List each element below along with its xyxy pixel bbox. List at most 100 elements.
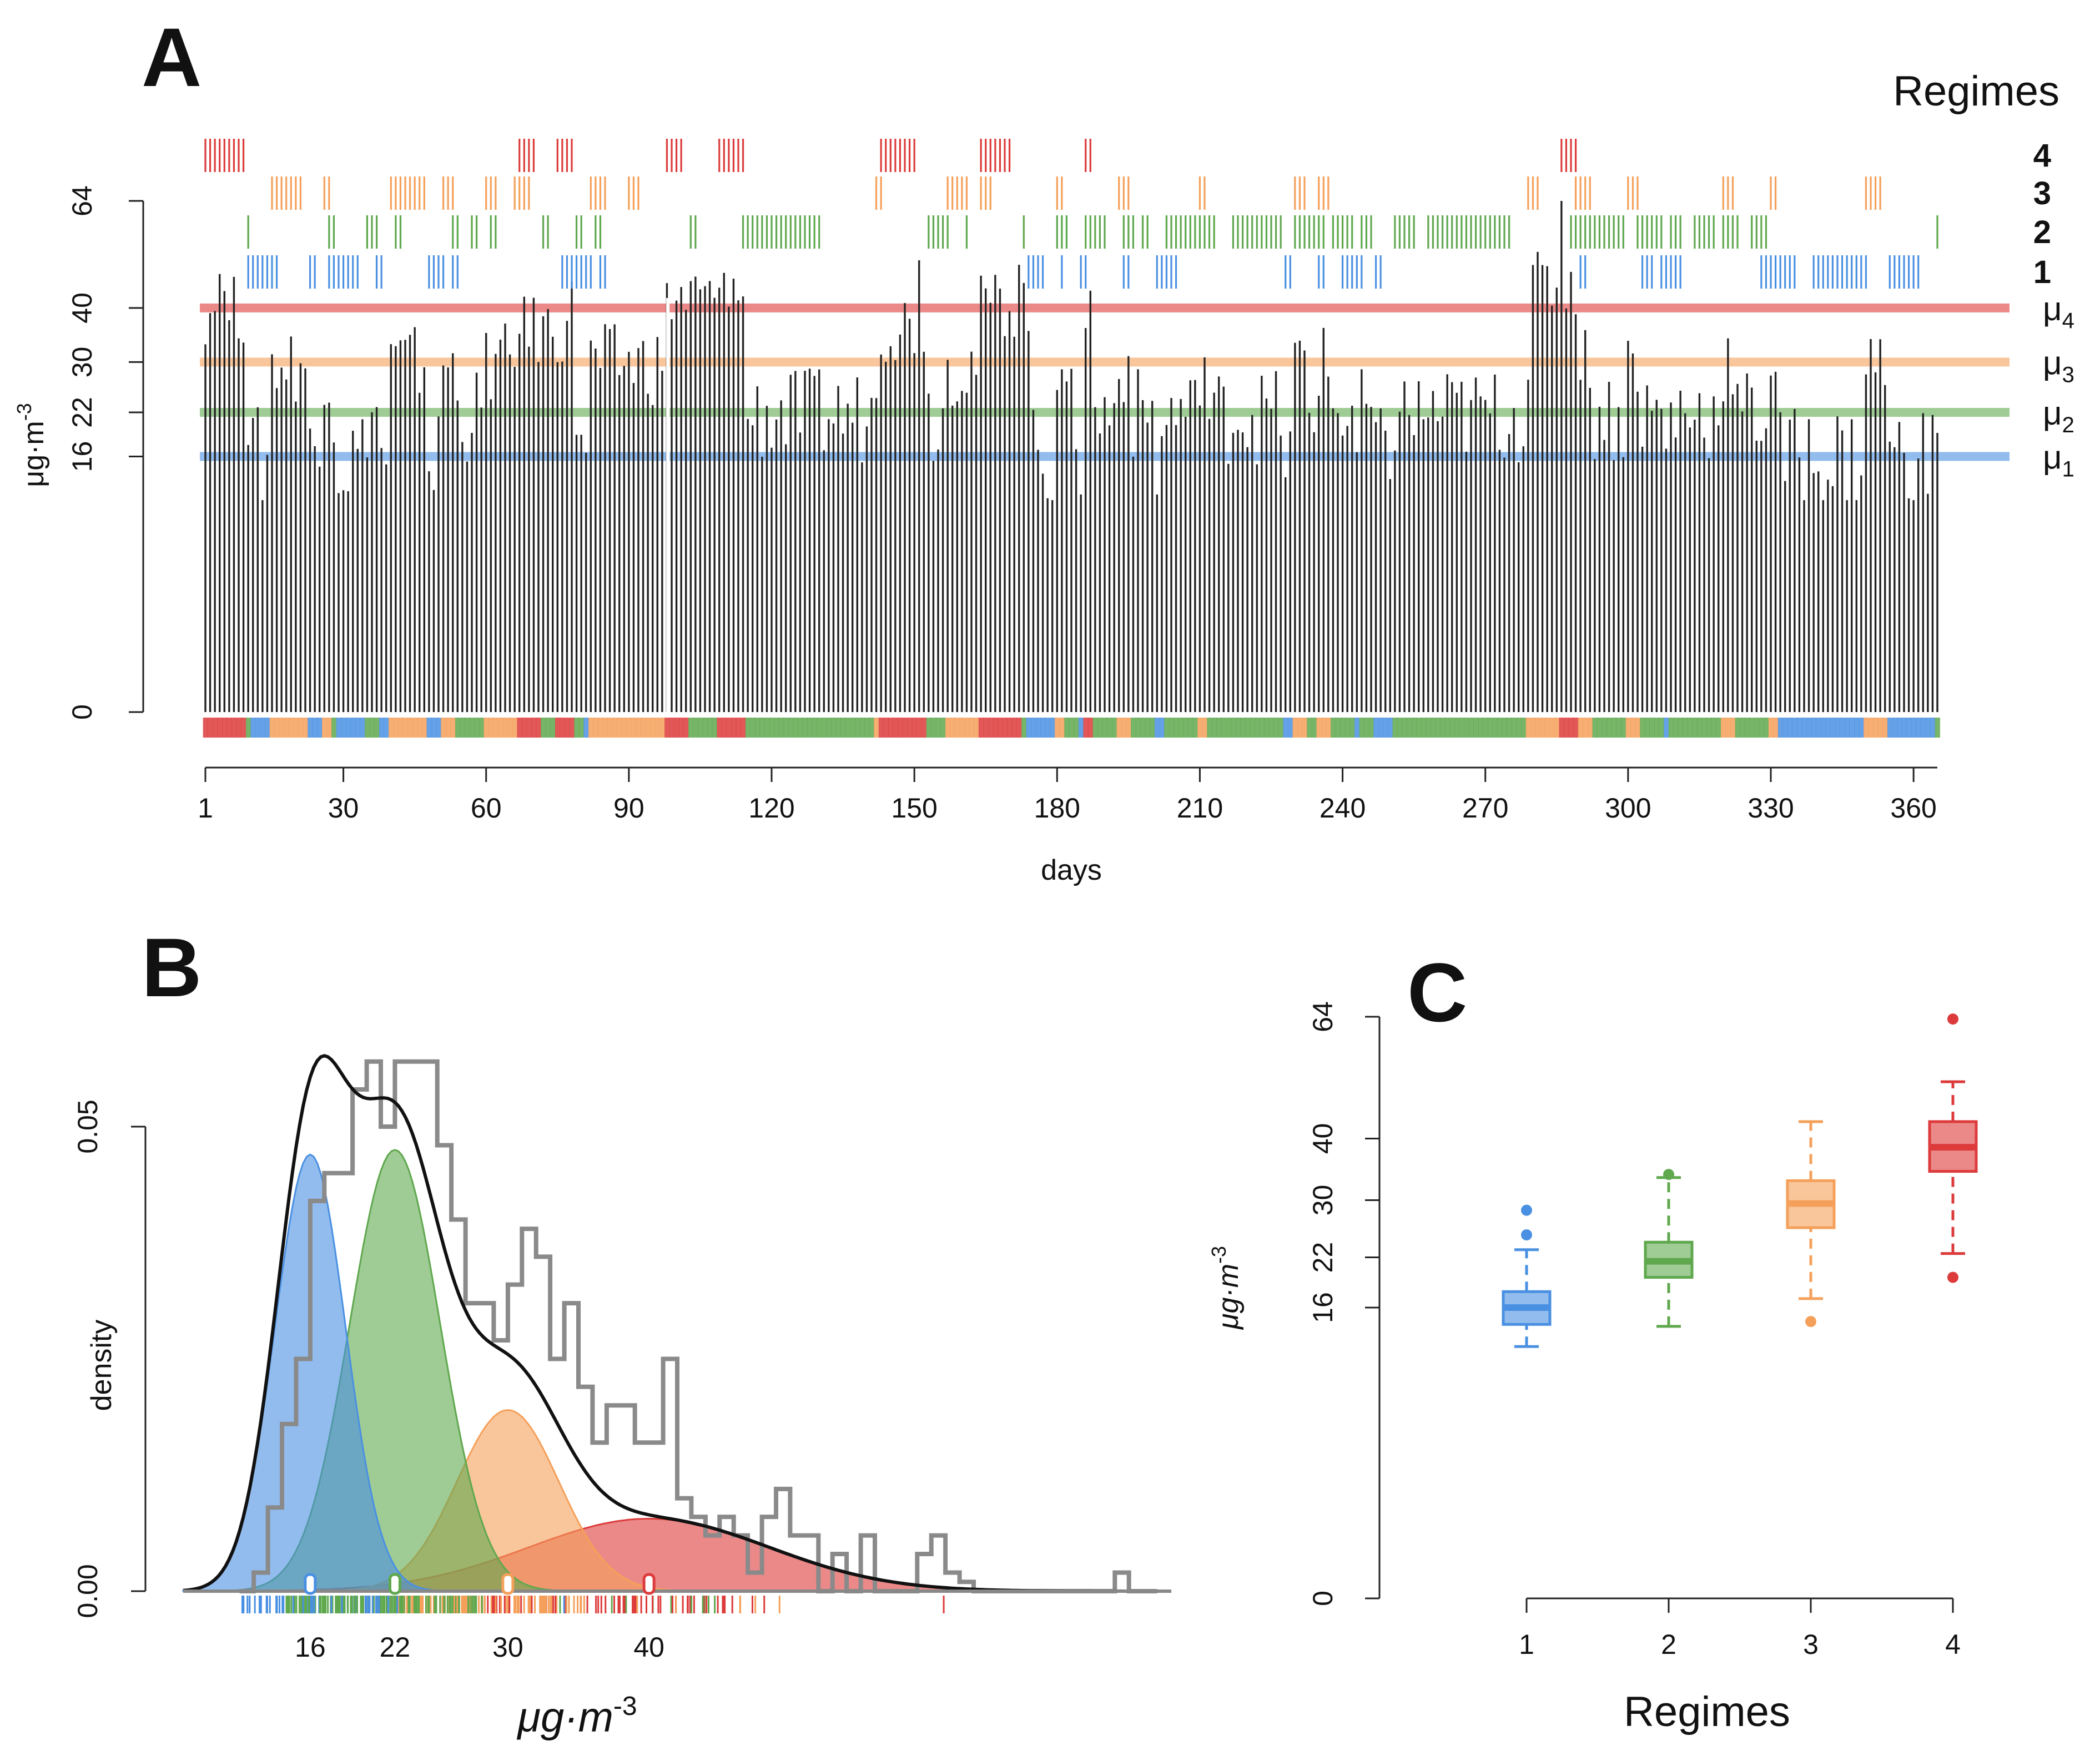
regime-strip-cell: [931, 718, 936, 738]
panel-a-xlabel: days: [1041, 854, 1102, 886]
panel-b-ylabel: density: [85, 1320, 118, 1411]
x-tick-label: 360: [1890, 793, 1936, 824]
regime-strip-cell: [1854, 718, 1860, 738]
regime-strip-cell: [1221, 718, 1227, 738]
x-tick-label: 90: [613, 793, 644, 824]
regime-strip-cell: [217, 718, 223, 738]
regime-strip-cell: [822, 718, 827, 738]
regime-strip-cell: [783, 718, 789, 738]
regime-strip-cell: [1368, 718, 1374, 738]
y-tick-label-group: 0.00: [72, 1564, 103, 1618]
regime-strip-cell: [493, 718, 498, 738]
regime-strip-cell: [598, 718, 603, 738]
regime-strip-cell: [1335, 718, 1341, 738]
regime-strip-cell: [1340, 718, 1346, 738]
regime-strip-cell: [1749, 718, 1755, 738]
panel-c-xlabel: Regimes: [1624, 1688, 1790, 1735]
svg-text:μg·m-3: μg·m-3: [13, 403, 50, 487]
regime-strip-cell: [1740, 718, 1745, 738]
regime-strip-cell: [355, 718, 361, 738]
panel-b-plot: 0.00 0.05 16 22 30 40: [72, 1054, 1171, 1663]
box-1-outlier: [1521, 1204, 1532, 1216]
regime-strip-cell: [1830, 718, 1836, 738]
x-tick-label: 1: [1519, 1629, 1534, 1660]
box-3-outlier: [1805, 1316, 1816, 1328]
regime-strip-cell: [1554, 718, 1560, 738]
regime-strip-cell: [1354, 718, 1360, 738]
regime-strip-cell: [1701, 718, 1707, 738]
regime-strip-cell: [469, 718, 475, 738]
x-tick-label: 4: [1945, 1629, 1961, 1660]
regime-strip-cell: [1535, 718, 1540, 738]
regime-strip-cell: [835, 718, 841, 738]
regime-strip-cell: [226, 718, 232, 738]
regime-strip-cell: [1644, 718, 1650, 738]
regime-strip-cell: [1297, 718, 1303, 738]
regime-strip-cell: [602, 718, 608, 738]
regime-strip-cell: [1207, 718, 1212, 738]
regime-strip-cell: [402, 718, 408, 738]
regime-strip-cell: [1107, 718, 1112, 738]
x-tick-label: 3: [1803, 1629, 1819, 1660]
regime-strip-cell: [1283, 718, 1288, 738]
regime-strip-cell: [1055, 718, 1060, 738]
regime-strip-cell: [964, 718, 970, 738]
regime-strip-cell: [236, 718, 241, 738]
regime-strip-cell: [250, 718, 256, 738]
regime-strip-cell: [284, 718, 289, 738]
regime-strip-cell: [1359, 718, 1364, 738]
regime-strip-cell: [1564, 718, 1569, 738]
regime-strip-cell: [565, 718, 570, 738]
x-tick-label: 16: [295, 1632, 326, 1663]
regime-strip-cell: [1473, 718, 1479, 738]
regime-strip-cell: [1502, 718, 1507, 738]
regime-strip-cell: [974, 718, 979, 738]
regime-strip-cell: [612, 718, 618, 738]
regime-strip-cell: [1530, 718, 1536, 738]
regime-strip-cell: [241, 718, 246, 738]
regime-strip-cell: [859, 718, 865, 738]
y-tick-label: 64: [1307, 1001, 1338, 1032]
regime-strip-cell: [345, 718, 351, 738]
regime-strip-cell: [1777, 718, 1784, 738]
regime-strip-cell: [1011, 718, 1018, 738]
regime-strip-cell: [1673, 718, 1679, 738]
regime-strip-cell: [1235, 718, 1241, 738]
regime-strip-cell: [426, 718, 432, 738]
regime-strip-cell: [1069, 718, 1074, 738]
regime-strip-cell: [1150, 718, 1155, 738]
y-tick-label: 64: [67, 185, 98, 216]
y-tick-label-group: 0: [1307, 1591, 1338, 1606]
regime-strip-cell: [993, 718, 998, 738]
x-tick-label: 60: [471, 793, 502, 824]
regime-strip-cell: [1364, 718, 1369, 738]
regimes-legend-title: Regimes: [1893, 68, 2059, 115]
y-tick-label: 22: [67, 397, 98, 428]
regime-strip-cell: [1331, 718, 1336, 738]
regime-strip-cell: [384, 718, 389, 738]
x-tick-label: 120: [748, 793, 794, 824]
regime-strip-cell: [441, 718, 446, 738]
regime-strip-cell: [945, 718, 951, 738]
regime-strip-cell: [1040, 718, 1046, 738]
regime-strip-cell: [1050, 718, 1055, 738]
regime-strip-cell: [774, 718, 779, 738]
histogram-outline: [239, 1059, 1157, 1593]
regime-strip-cell: [1488, 718, 1493, 738]
regime-strip-cell: [512, 718, 518, 738]
regime-strip-cell: [588, 718, 594, 738]
regime-strip-cell: [1654, 718, 1660, 738]
regime-strip-cell: [431, 718, 437, 738]
regime-row-label-4: 4: [2033, 138, 2051, 174]
regime-strip-cell: [555, 718, 561, 738]
regime-strip-cell: [1292, 718, 1298, 738]
regime-strip-cell: [641, 718, 646, 738]
regime-strip-cell: [389, 718, 394, 738]
regime-strip-cell: [578, 718, 585, 738]
regime-strip-cell: [1787, 718, 1793, 738]
regime-strip-cell: [1178, 718, 1184, 738]
regime-strip-cell: [1202, 718, 1207, 738]
regime-strip-cell: [1174, 718, 1179, 738]
regime-strip-cell: [517, 718, 522, 738]
regime-strip-cell: [1630, 718, 1636, 738]
